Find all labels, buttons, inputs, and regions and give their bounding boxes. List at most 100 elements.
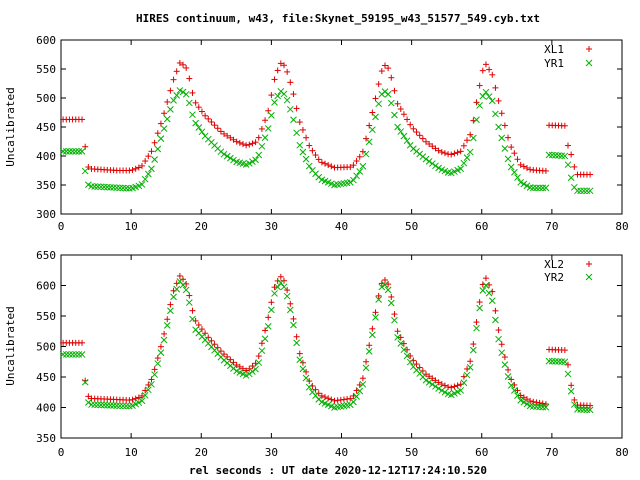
x-tick-label: 60 (475, 446, 488, 459)
data-point-yr1 (113, 184, 121, 192)
data-point-yr2 (91, 401, 99, 409)
top-panel: Uncalibrated 0 10 20 30 40 50 60 70 80 300 350 400 4… (4, 34, 629, 233)
data-point-xl2 (277, 273, 284, 280)
data-point-yr1 (138, 181, 146, 188)
data-point-yr1 (195, 124, 203, 131)
data-point-xl2 (274, 277, 281, 284)
data-point-xl1 (366, 122, 373, 129)
data-point-xl2 (164, 316, 171, 323)
data-point-yr2 (75, 351, 83, 358)
data-point-yr2 (293, 339, 300, 347)
data-point-xl1 (394, 100, 401, 107)
data-point-xl1 (356, 153, 363, 160)
data-point-yr2 (116, 402, 124, 410)
data-point-xl1 (148, 148, 155, 155)
data-point-xl2 (435, 379, 442, 386)
data-point-xl2 (315, 390, 322, 397)
data-point-yr2 (372, 314, 379, 321)
bottom-panel: Uncalibrated 0 10 20 30 40 50 60 70 80 350 400 450 5… (4, 249, 629, 459)
data-point-xl2 (381, 277, 388, 284)
y-tick-label: 350 (36, 432, 56, 445)
data-point-xl1 (306, 142, 313, 149)
y-tick-label: 400 (36, 402, 56, 415)
data-point-yr1 (280, 90, 288, 98)
data-point-xl1 (322, 160, 329, 167)
data-point-yr2 (517, 397, 525, 404)
data-point-xl2 (230, 359, 237, 366)
data-point-xl1 (454, 149, 461, 156)
data-point-yr1 (290, 116, 297, 124)
data-point-yr1 (91, 183, 99, 190)
data-point-xl2 (492, 307, 499, 314)
data-point-xl2 (539, 400, 546, 407)
data-point-yr1 (170, 96, 177, 104)
data-point-yr1 (84, 181, 92, 189)
data-point-xl1 (132, 165, 139, 172)
data-point-yr1 (387, 99, 395, 107)
data-point-yr1 (375, 100, 383, 108)
data-point-xl2 (243, 367, 250, 374)
data-point-yr2 (577, 406, 584, 413)
data-point-xl2 (85, 393, 92, 400)
data-point-xl1 (328, 163, 335, 170)
x-tick-label: 20 (195, 220, 208, 233)
data-point-xl1 (505, 134, 512, 141)
data-point-xl2 (404, 346, 411, 353)
data-point-yr1 (542, 184, 550, 192)
data-point-xl1 (284, 68, 291, 75)
data-point-xl1 (293, 105, 300, 112)
data-point-yr1 (226, 154, 234, 162)
data-point-xl2 (255, 353, 262, 360)
data-point-xl1 (448, 151, 455, 158)
data-point-xl1 (249, 140, 256, 147)
data-point-xl2 (394, 328, 401, 335)
data-point-xl1 (378, 68, 385, 75)
data-point-xl2 (400, 340, 407, 347)
data-point-xl1 (363, 135, 370, 142)
data-point-yr1 (346, 179, 354, 186)
data-point-xl1 (290, 91, 297, 98)
data-point-yr1 (485, 93, 493, 100)
data-point-yr2 (397, 340, 405, 347)
data-point-yr2 (189, 315, 196, 323)
data-point-yr2 (460, 379, 468, 387)
data-point-yr2 (501, 361, 509, 368)
data-point-xl1 (407, 121, 414, 128)
x-tick-label: 40 (335, 446, 348, 459)
data-point-xl1 (565, 142, 572, 149)
data-point-yr2 (378, 283, 386, 291)
data-point-xl1 (318, 159, 325, 166)
data-point-xl1 (126, 167, 133, 174)
x-tick-label: 40 (335, 220, 348, 233)
data-point-yr2 (94, 401, 102, 409)
data-point-xl2 (372, 309, 379, 316)
x-tick-label: 30 (265, 220, 278, 233)
y-tick-label: 500 (36, 92, 56, 105)
data-point-yr2 (567, 387, 575, 395)
data-point-xl1 (501, 122, 508, 129)
data-point-xl1 (167, 87, 174, 94)
data-point-yr2 (173, 285, 181, 293)
data-point-yr2 (406, 358, 414, 366)
data-point-yr1 (103, 183, 111, 191)
data-point-yr2 (107, 402, 114, 409)
data-point-yr1 (119, 184, 127, 192)
data-point-xl2 (132, 395, 139, 402)
data-point-yr2 (514, 392, 521, 399)
data-point-yr2 (432, 383, 439, 390)
data-point-yr1 (268, 112, 275, 119)
data-point-yr1 (189, 111, 196, 119)
data-point-yr1 (116, 184, 124, 192)
data-point-xl2 (359, 375, 366, 382)
data-point-xl1 (561, 122, 568, 129)
data-point-yr2 (271, 290, 278, 297)
data-point-yr1 (78, 148, 86, 155)
data-point-yr1 (198, 128, 206, 136)
data-point-xl1 (236, 139, 243, 146)
data-point-yr2 (542, 403, 550, 411)
data-point-xl2 (161, 330, 168, 337)
data-point-yr2 (564, 370, 572, 378)
data-point-xl2 (511, 381, 518, 388)
x-tick-label: 70 (545, 446, 558, 459)
